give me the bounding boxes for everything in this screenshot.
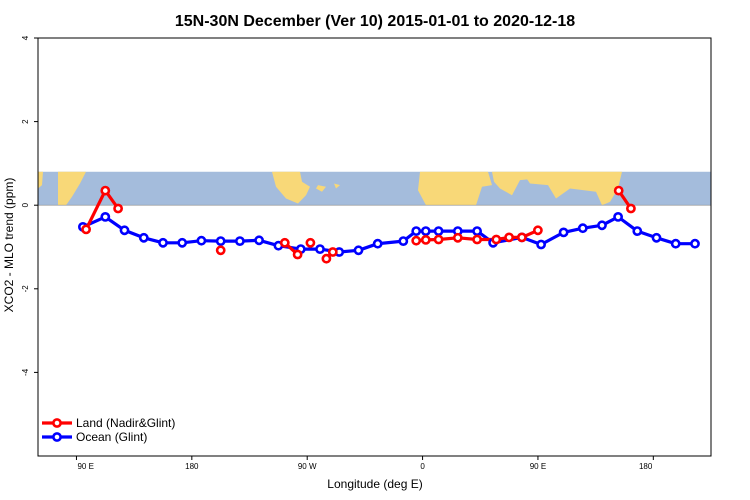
y-tick-label: 4 xyxy=(21,35,30,40)
ocean-data-point xyxy=(353,245,364,256)
land-data-point xyxy=(613,185,624,196)
ocean-data-point xyxy=(158,237,168,248)
land-data-point xyxy=(533,225,543,236)
ocean-data-point xyxy=(100,211,111,222)
ocean-data-point xyxy=(690,238,700,249)
ocean-data-point xyxy=(597,220,607,231)
legend-land-label: Land (Nadir&Glint) xyxy=(76,416,175,430)
ocean-data-point xyxy=(651,232,662,243)
legend-ocean-label: Ocean (Glint) xyxy=(76,430,147,444)
land-data-point xyxy=(113,203,123,214)
land-data-point xyxy=(504,232,514,243)
ocean-data-point xyxy=(558,227,569,238)
land-data-point xyxy=(292,249,303,260)
land-data-point xyxy=(517,232,527,243)
ocean-data-point xyxy=(372,238,383,249)
legend-land-marker xyxy=(52,418,62,428)
ocean-data-point xyxy=(670,238,681,249)
y-axis-label: XCO2 - MLO trend (ppm) xyxy=(2,178,16,313)
land-data-point xyxy=(433,234,444,245)
ocean-data-point xyxy=(536,239,546,250)
ocean-data-point xyxy=(215,236,226,246)
series-layer xyxy=(78,185,700,264)
y-tick-label: -4 xyxy=(21,368,30,376)
x-tick-label: 0 xyxy=(420,462,425,471)
land-data-point xyxy=(411,235,422,246)
ocean-data-point xyxy=(234,236,245,246)
ocean-data-point xyxy=(632,226,643,236)
ocean-data-point xyxy=(138,232,149,243)
land-data-point xyxy=(452,232,463,243)
y-tick-label: 2 xyxy=(21,119,30,124)
chart-title: 15N-30N December (Ver 10) 2015-01-01 to … xyxy=(175,13,575,30)
ocean-data-point xyxy=(398,236,409,246)
land-data-point xyxy=(305,237,316,248)
land-data-point xyxy=(279,237,290,248)
legend: Land (Nadir&Glint)Ocean (Glint) xyxy=(42,416,175,444)
ocean-data-point xyxy=(315,244,325,254)
plot-frame xyxy=(37,37,712,457)
x-tick-label: 90 E xyxy=(530,462,546,471)
land-data-point xyxy=(100,185,111,196)
x-tick-label: 90 W xyxy=(298,462,317,471)
map-band xyxy=(38,171,711,206)
ocean-data-point xyxy=(177,237,188,248)
map-land xyxy=(38,171,622,206)
ocean-data-point xyxy=(420,226,431,236)
x-tick-label: 90 E xyxy=(77,462,93,471)
x-axis-label: Longitude (deg E) xyxy=(327,477,422,491)
x-tick-label: 180 xyxy=(185,462,199,471)
ocean-data-point xyxy=(119,225,130,236)
land-data-point xyxy=(81,224,91,235)
ocean-data-point xyxy=(577,223,588,234)
x-tick-label: 180 xyxy=(639,462,653,471)
ocean-data-point xyxy=(433,226,444,236)
ocean-data-point xyxy=(196,235,207,246)
land-data-point xyxy=(327,247,338,257)
land-data-point xyxy=(215,245,226,256)
land-data-point xyxy=(472,234,482,245)
land-data-point xyxy=(626,203,636,214)
ocean-data-point xyxy=(254,235,264,246)
ocean-data-point xyxy=(472,226,482,236)
y-tick-label: -2 xyxy=(21,285,30,293)
y-axis: 4 2 0 -2 -4 xyxy=(21,35,38,376)
ocean-data-point xyxy=(613,211,623,222)
x-axis: 90 E 180 90 W 0 90 E 180 xyxy=(75,456,654,471)
land-data-point xyxy=(420,234,431,245)
legend-ocean-marker xyxy=(52,432,62,442)
land-data-point xyxy=(321,253,332,264)
ocean-data-point xyxy=(411,226,422,236)
land-data-point xyxy=(491,234,502,245)
y-tick-label: 0 xyxy=(21,202,30,207)
